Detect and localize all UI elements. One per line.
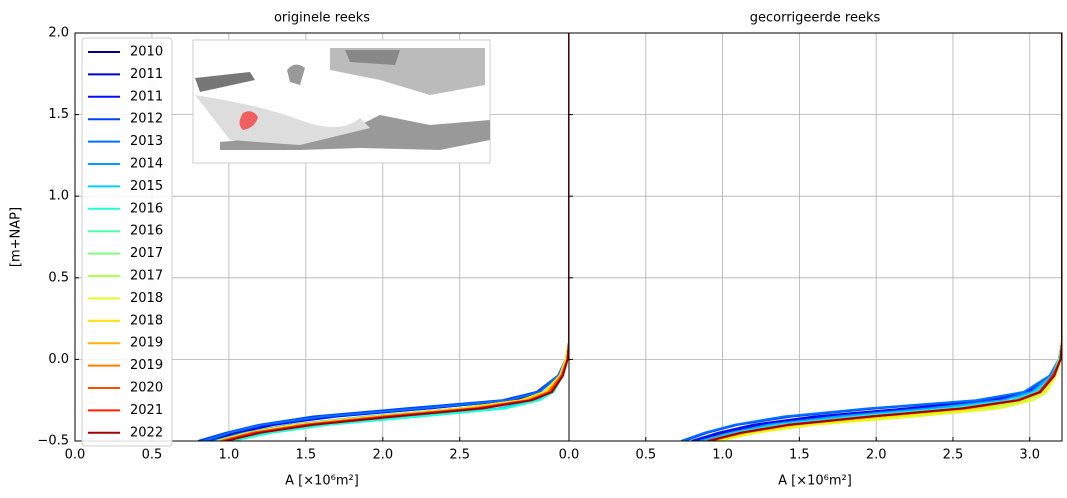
- x-tick-label: 1.0: [712, 448, 733, 463]
- series-line: [710, 33, 1062, 441]
- x-tick-label: 1.0: [219, 448, 240, 463]
- legend-label: 2012: [130, 112, 163, 127]
- legend-label: 2016: [130, 201, 163, 216]
- x-tick-label: 2.5: [449, 448, 470, 463]
- x-axis-label: A [×10⁶m²]: [285, 474, 359, 489]
- series-line: [695, 33, 1062, 441]
- chart-title: originele reeks: [274, 11, 370, 26]
- y-tick-label: 2.0: [48, 26, 69, 41]
- series-line: [718, 33, 1062, 441]
- legend-label: 2010: [130, 45, 163, 60]
- x-tick-label: 2.5: [943, 448, 964, 463]
- legend-label: 2015: [130, 179, 163, 194]
- x-tick-label: 0.0: [559, 448, 580, 463]
- plot-frame: [569, 33, 1062, 441]
- series-line: [709, 33, 1062, 441]
- legend-label: 2016: [130, 224, 163, 239]
- x-tick-label: 1.5: [295, 448, 316, 463]
- series-line: [700, 33, 1063, 441]
- legend-label: 2017: [130, 246, 163, 261]
- inset-map: [193, 40, 490, 163]
- legend-label: 2018: [130, 313, 163, 328]
- series-line: [712, 33, 1062, 441]
- legend-label: 2013: [130, 134, 163, 149]
- legend-label: 2014: [130, 157, 163, 172]
- chart-title: gecorrigeerde reeks: [750, 11, 881, 26]
- legend: 2010 2011 2011 2012 2013 2014 2015 2016 2016 2017…: [82, 38, 172, 446]
- x-axis-label: A [×10⁶m²]: [778, 474, 852, 489]
- x-tick-label: 2.0: [372, 448, 393, 463]
- series-line: [681, 33, 1062, 441]
- legend-label: 2019: [130, 336, 163, 351]
- series-line: [692, 33, 1062, 441]
- legend-label: 2020: [130, 381, 163, 396]
- y-tick-label: 1.0: [48, 189, 69, 204]
- legend-label: 2021: [130, 403, 163, 418]
- series-line: [709, 33, 1062, 441]
- series-line: [704, 33, 1062, 441]
- series-group: [681, 33, 1062, 441]
- legend-label: 2011: [130, 89, 163, 104]
- legend-label: 2011: [130, 67, 163, 82]
- x-tick-label: 2.0: [866, 448, 887, 463]
- series-line: [692, 33, 1062, 441]
- legend-label: 2019: [130, 358, 163, 373]
- series-line: [707, 33, 1062, 441]
- x-tick-label: 3.0: [1019, 448, 1040, 463]
- x-tick-label: 1.5: [789, 448, 810, 463]
- x-tick-label: 0.0: [65, 448, 86, 463]
- chart: originele reeks gecorrigeerde reeks A [×…: [0, 0, 1067, 494]
- y-tick-label: −0.5: [37, 434, 69, 449]
- series-line: [707, 33, 1062, 441]
- series-line: [713, 33, 1062, 441]
- series-line: [707, 33, 1062, 441]
- series-line: [707, 33, 1062, 441]
- x-tick-label: 0.5: [142, 448, 163, 463]
- x-tick-label: 0.5: [635, 448, 656, 463]
- y-tick-label: 0.5: [48, 270, 69, 285]
- y-tick-label: 1.5: [48, 107, 69, 122]
- series-line: [710, 33, 1062, 441]
- series-line: [684, 33, 1062, 441]
- y-axis-label: [m+NAP]: [9, 207, 24, 267]
- y-tick-label: 0.0: [48, 352, 69, 367]
- legend-label: 2018: [130, 291, 163, 306]
- legend-label: 2017: [130, 269, 163, 284]
- legend-label: 2022: [130, 425, 163, 440]
